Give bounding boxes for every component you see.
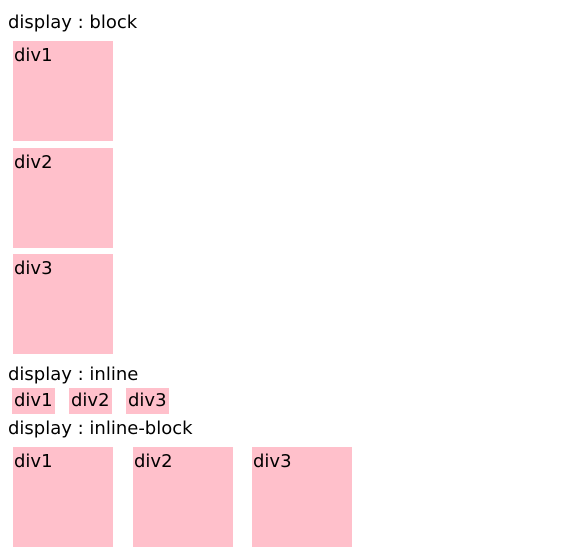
- block-div2-label: div2: [14, 152, 53, 173]
- block-div2: div2: [13, 148, 113, 248]
- block-div3: div3: [13, 254, 113, 354]
- block-div1: div1: [13, 41, 113, 141]
- inline-block-div2-label: div2: [134, 451, 173, 472]
- inline-block-div1: div1: [13, 447, 113, 547]
- inline-block-div3: div3: [252, 447, 352, 547]
- inline-block-div3-label: div3: [253, 451, 292, 472]
- block-section-title: display : block: [8, 12, 138, 33]
- inline-block-div2: div2: [133, 447, 233, 547]
- block-div3-label: div3: [14, 258, 53, 279]
- inline-div2: div2: [69, 388, 112, 414]
- inline-div3: div3: [126, 388, 169, 414]
- inline-section-title: display : inline: [8, 364, 139, 385]
- inline-block-section-title: display : inline-block: [8, 418, 193, 439]
- inline-block-div1-label: div1: [14, 451, 53, 472]
- block-div1-label: div1: [14, 45, 53, 66]
- inline-div1: div1: [12, 388, 55, 414]
